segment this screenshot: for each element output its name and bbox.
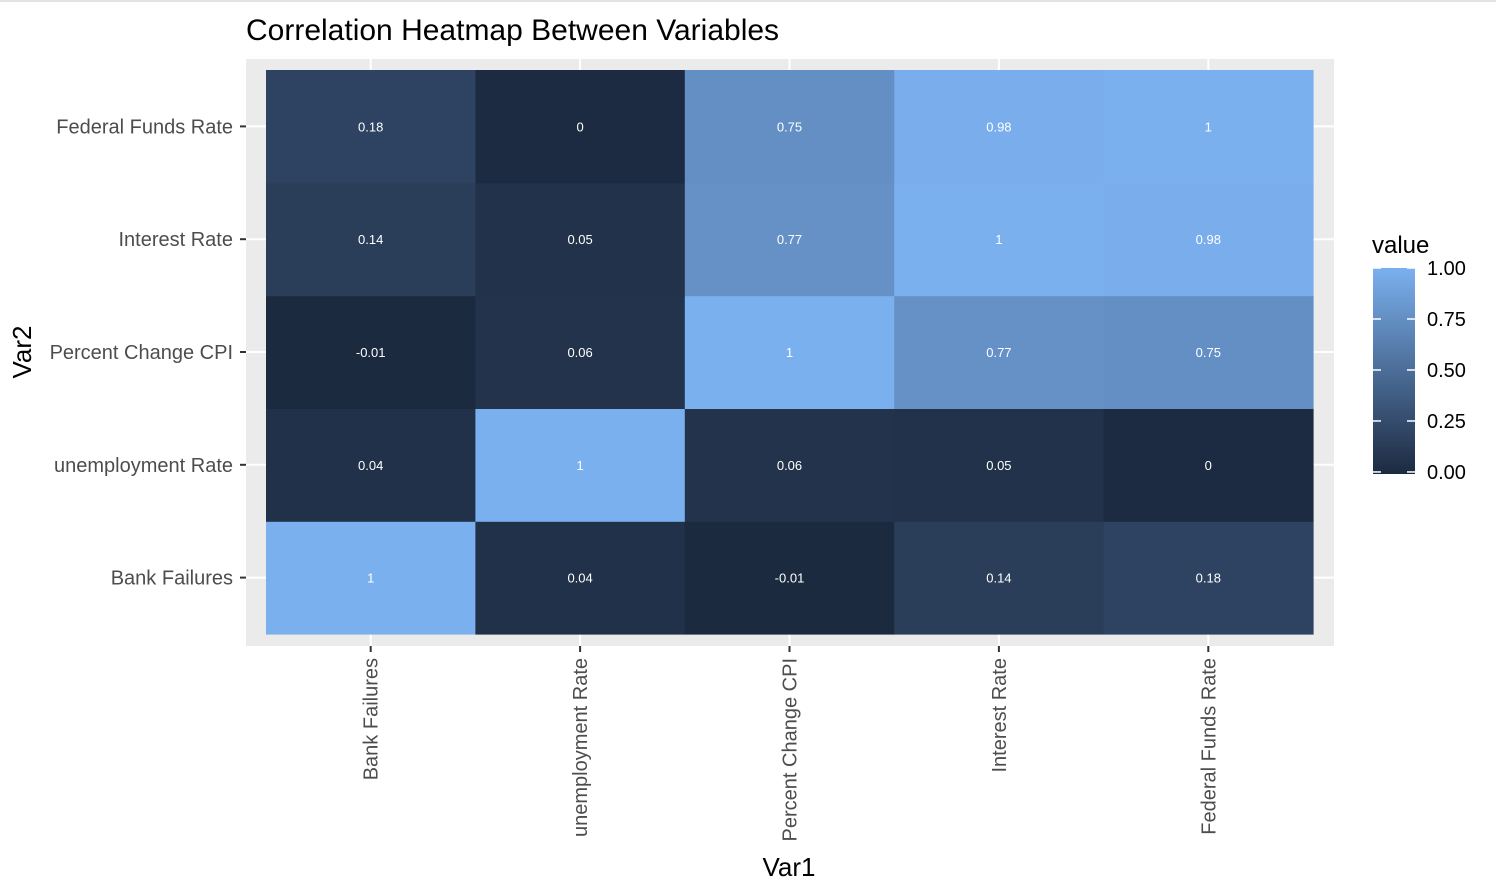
cell-value-label: 0.75 xyxy=(777,119,802,134)
heatmap-cell xyxy=(475,182,686,297)
cell-value-label: 0.77 xyxy=(777,232,802,247)
y-tick-label-federal-funds-rate: Federal Funds Rate xyxy=(56,116,233,138)
cell-value-label: 0 xyxy=(576,119,583,134)
heatmap-cell xyxy=(1103,182,1314,297)
heatmap-cell xyxy=(894,295,1105,409)
heatmap-cell xyxy=(684,70,895,184)
cell-value-label: 0.06 xyxy=(777,458,802,473)
heatmap-cell xyxy=(684,521,895,635)
heatmap-cell xyxy=(1103,521,1314,635)
y-axis-title: Var2 xyxy=(7,326,37,379)
cell-value-label: 1 xyxy=(367,571,374,586)
heatmap-cell xyxy=(1103,295,1314,409)
legend-colorbar xyxy=(1373,268,1415,474)
cell-value-label: 0.04 xyxy=(567,571,592,586)
x-tick-label-interest-rate: Interest Rate xyxy=(989,658,1011,773)
cell-value-label: 1 xyxy=(1205,119,1212,134)
legend-break-label: 0.25 xyxy=(1427,411,1466,433)
heatmap-cell xyxy=(266,70,476,184)
cell-value-label: 0.98 xyxy=(1196,232,1221,247)
cell-value-label: 0.05 xyxy=(986,458,1011,473)
heatmap-cell xyxy=(1103,408,1314,522)
x-tick-label-federal-funds-rate: Federal Funds Rate xyxy=(1198,658,1220,835)
x-axis-title: Var1 xyxy=(763,852,816,882)
cell-value-label: 0.77 xyxy=(986,345,1011,360)
heatmap-cell-labels: 1 0.04 -0.01 0.14 0.18 0.04 1 0.06 0.05 0 -0.01 0.0… xyxy=(356,119,1221,585)
heatmap-cell xyxy=(894,408,1105,522)
cell-value-label: 0.14 xyxy=(986,571,1011,586)
heatmap-cells xyxy=(266,70,1314,635)
x-tick-label-bank-failures: Bank Failures xyxy=(361,658,383,780)
heatmap-cell xyxy=(266,521,476,635)
cell-value-label: 0.14 xyxy=(358,232,383,247)
cell-value-label: 0 xyxy=(1205,458,1212,473)
legend-break-label: 0.50 xyxy=(1427,360,1466,382)
heatmap-cell xyxy=(266,182,476,297)
top-border-line xyxy=(0,0,1496,2)
cell-value-label: 1 xyxy=(786,345,793,360)
y-tick-label-unemployment-rate: unemployment Rate xyxy=(54,455,233,477)
y-tick-label-bank-failures: Bank Failures xyxy=(111,568,233,590)
heatmap-cell xyxy=(894,70,1105,184)
heatmap-cell xyxy=(475,295,686,409)
heatmap-cell xyxy=(894,521,1105,635)
cell-value-label: 0.06 xyxy=(567,345,592,360)
legend: value 1.00 0.75 0.50 0.25 0.00 xyxy=(1372,232,1466,484)
y-axis: Bank Failures unemployment Rate Percent Ch… xyxy=(50,116,246,590)
legend-break-label: 0.75 xyxy=(1427,309,1466,331)
cell-value-label: -0.01 xyxy=(775,571,805,586)
heatmap-cell xyxy=(475,70,686,184)
heatmap-cell xyxy=(266,295,476,409)
legend-break-label: 0.00 xyxy=(1427,462,1466,484)
heatmap-cell xyxy=(894,182,1105,297)
heatmap-cell xyxy=(684,408,895,522)
heatmap-cell xyxy=(266,408,476,522)
cell-value-label: 1 xyxy=(995,232,1002,247)
x-tick-label-unemployment-rate: unemployment Rate xyxy=(570,658,592,837)
y-tick-label-interest-rate: Interest Rate xyxy=(118,229,233,251)
cell-value-label: 0.05 xyxy=(567,232,592,247)
x-tick-label-percent-change-cpi: Percent Change CPI xyxy=(780,658,802,841)
cell-value-label: 0.75 xyxy=(1196,345,1221,360)
cell-value-label: 0.98 xyxy=(986,119,1011,134)
y-tick-label-percent-change-cpi: Percent Change CPI xyxy=(50,342,233,364)
legend-break-label: 1.00 xyxy=(1427,258,1466,280)
heatmap-cell xyxy=(475,521,686,635)
heatmap-cell xyxy=(684,182,895,297)
legend-title: value xyxy=(1372,232,1429,259)
cell-value-label: 0.04 xyxy=(358,458,383,473)
heatmap-cell xyxy=(1103,70,1314,184)
heatmap-cell xyxy=(475,408,686,522)
cell-value-label: 0.18 xyxy=(358,119,383,134)
x-axis: Bank Failures unemployment Rate Percent Ch… xyxy=(361,646,1220,841)
chart-title: Correlation Heatmap Between Variables xyxy=(246,14,779,47)
cell-value-label: -0.01 xyxy=(356,345,386,360)
heatmap-cell xyxy=(684,295,895,409)
cell-value-label: 1 xyxy=(576,458,583,473)
cell-value-label: 0.18 xyxy=(1196,571,1221,586)
